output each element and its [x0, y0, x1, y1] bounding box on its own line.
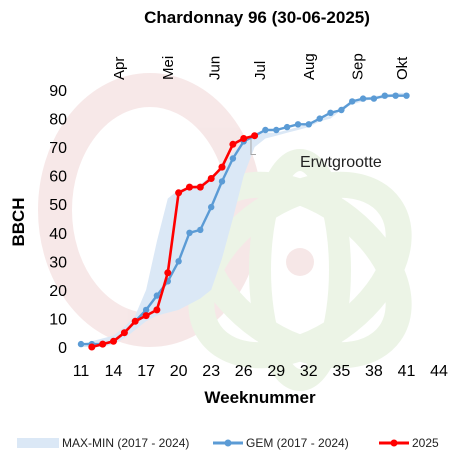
legend-label-gem: GEM (2017 - 2024) [246, 436, 349, 450]
series-layer [77, 92, 410, 351]
data-point [218, 178, 226, 185]
month-label: Sep [350, 53, 367, 80]
data-point [294, 121, 302, 128]
x-axis-title: Weeknummer [204, 388, 316, 407]
data-point [208, 203, 215, 211]
data-point [186, 183, 193, 191]
month-label: Aug [301, 53, 318, 80]
y-tick-label: 70 [49, 140, 67, 157]
y-axis-title: BBCH [9, 197, 28, 246]
x-tick-label: 26 [235, 363, 253, 380]
data-point [175, 189, 183, 197]
data-point [370, 95, 378, 102]
data-point [338, 106, 345, 114]
data-point [131, 317, 139, 325]
band-area [81, 92, 407, 348]
y-tick-label: 0 [58, 340, 67, 357]
data-point [88, 343, 96, 351]
x-tick-label: 14 [105, 363, 123, 380]
watermark-logo [38, 73, 412, 391]
data-point [273, 126, 280, 134]
data-point [120, 329, 128, 337]
month-label: Jun [206, 56, 223, 80]
y-tick-label: 30 [49, 254, 67, 271]
data-point [164, 269, 172, 277]
data-point [283, 123, 291, 131]
data-point [381, 92, 388, 99]
data-point [142, 306, 150, 314]
data-point [186, 229, 193, 236]
month-label: Jul [252, 61, 269, 80]
data-point [153, 292, 161, 299]
data-point [229, 140, 237, 148]
data-point [403, 92, 410, 99]
y-tick-label: 40 [49, 226, 67, 243]
data-point [327, 109, 334, 117]
x-tick-label: 35 [333, 363, 351, 380]
month-labels: Apr Mei Jun Jul Aug Sep Okt [111, 53, 411, 80]
data-point [175, 258, 182, 265]
legend-label-band: MAX-MIN (2017 - 2024) [62, 436, 189, 450]
y-tick-label: 80 [49, 112, 67, 129]
y-tick-label: 90 [49, 83, 67, 100]
x-tick-label: 29 [267, 363, 285, 380]
month-label: Okt [394, 56, 411, 80]
data-point [110, 337, 117, 345]
x-tick-label: 44 [430, 363, 448, 380]
data-point [305, 121, 312, 128]
min-max-band [81, 92, 407, 348]
data-point [77, 340, 85, 348]
y-axis-ticks: 0 10 20 30 40 50 60 70 80 90 [49, 83, 67, 357]
x-tick-label: 11 [73, 363, 90, 380]
y-tick-label: 50 [49, 197, 67, 214]
data-point [207, 175, 215, 182]
legend-marker-gem [224, 439, 232, 447]
x-axis-ticks: 11 14 17 20 23 26 29 32 35 38 41 44 [73, 363, 448, 380]
data-point [316, 115, 323, 122]
data-point [153, 306, 161, 314]
month-label: Apr [111, 57, 128, 80]
month-label: Mei [160, 56, 177, 80]
data-point [99, 340, 107, 348]
chart-title: Chardonnay 96 (30-06-2025) [144, 8, 370, 27]
x-tick-label: 41 [398, 363, 416, 380]
x-tick-label: 23 [202, 363, 220, 380]
annotation-layer: Erwtgrootte [244, 138, 382, 171]
data-point [262, 126, 269, 134]
legend-marker-2025 [390, 439, 398, 447]
series-1 [88, 132, 259, 351]
y-tick-label: 10 [49, 311, 67, 328]
data-point [229, 155, 237, 162]
data-point [142, 312, 150, 320]
annotation-label: Erwtgrootte [300, 154, 382, 171]
data-point [196, 183, 204, 191]
x-tick-label: 20 [170, 363, 188, 380]
series-line [91, 134, 255, 349]
legend-label-2025: 2025 [412, 436, 439, 450]
x-tick-label: 38 [365, 363, 383, 380]
data-point [218, 163, 226, 171]
data-point [359, 95, 367, 102]
plot-area: Erwtgrootte [77, 92, 410, 351]
y-tick-label: 60 [49, 169, 67, 186]
x-tick-label: 17 [137, 363, 155, 380]
data-point [349, 98, 356, 105]
x-tick-label: 32 [300, 363, 318, 380]
legend-swatch-band [17, 438, 59, 448]
data-point [240, 135, 248, 142]
y-tick-label: 20 [49, 283, 67, 300]
legend: MAX-MIN (2017 - 2024) GEM (2017 - 2024) … [17, 436, 439, 450]
data-point [392, 92, 399, 99]
data-point [197, 226, 204, 234]
data-point [251, 132, 259, 140]
